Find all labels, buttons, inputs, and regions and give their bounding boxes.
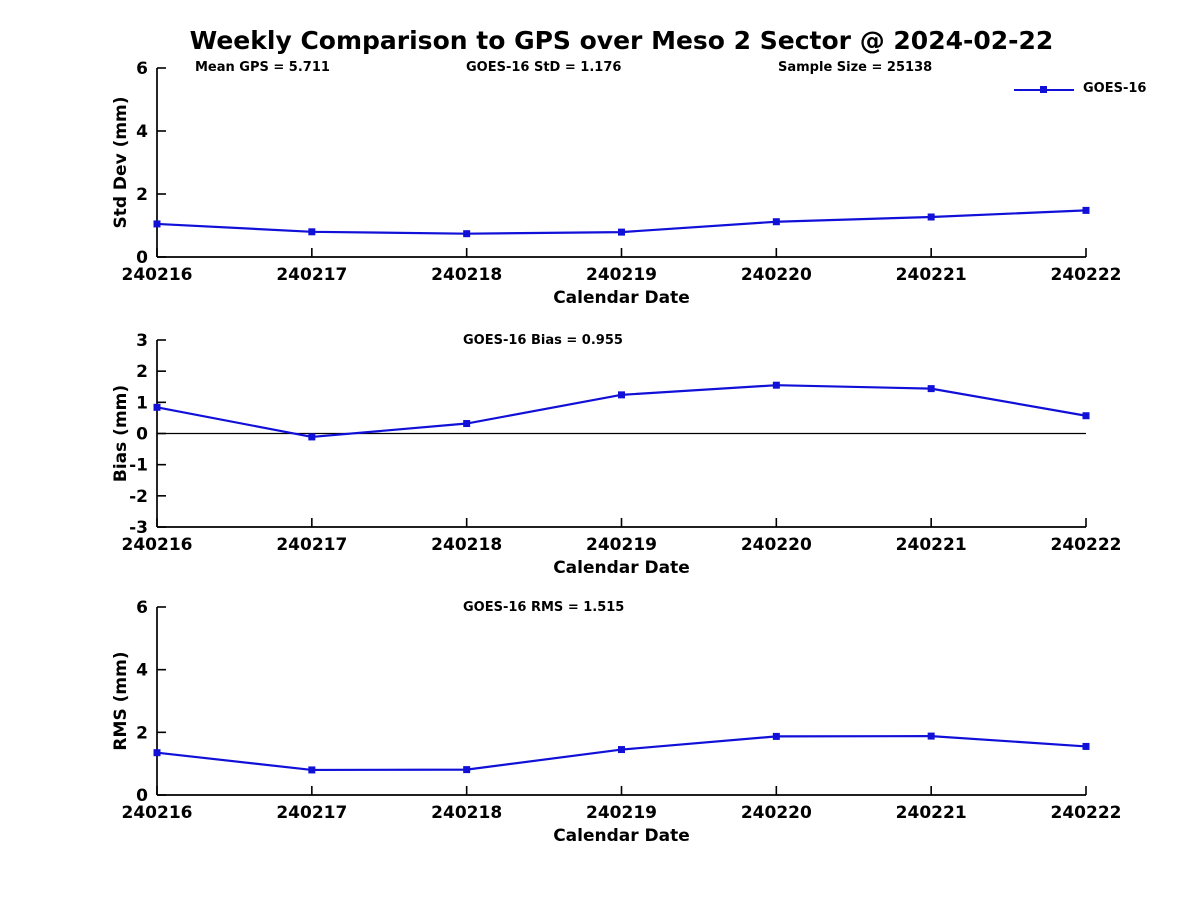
chart-panel-bias: -3 -2 -1 0 1 2 3 240216 240217 240218 240219 240220… bbox=[111, 331, 1122, 578]
panel-annotation: GOES-16 RMS = 1.515 bbox=[463, 600, 624, 615]
x-tick-label: 240222 bbox=[1051, 803, 1122, 823]
x-tick-label: 240217 bbox=[276, 535, 347, 555]
data-point bbox=[153, 220, 161, 228]
chart-panel-std-dev: 0 2 4 6 240216 240217 240218 240219 240220 240221… bbox=[111, 59, 1122, 308]
data-point bbox=[927, 732, 935, 740]
x-tick-label: 240218 bbox=[431, 803, 502, 823]
y-axis-label: RMS (mm) bbox=[111, 651, 131, 750]
data-point bbox=[1082, 412, 1090, 420]
legend: GOES-16 bbox=[1014, 82, 1146, 97]
x-tick-label: 240219 bbox=[586, 265, 657, 285]
x-tick-label: 240216 bbox=[122, 535, 193, 555]
x-tick-label: 240218 bbox=[431, 535, 502, 555]
x-tick-label: 240217 bbox=[276, 803, 347, 823]
x-tick-label: 240220 bbox=[741, 265, 812, 285]
legend-marker-icon bbox=[1040, 85, 1047, 93]
y-axis-label: Bias (mm) bbox=[111, 385, 131, 482]
stat-goes16-std: GOES-16 StD = 1.176 bbox=[466, 60, 622, 75]
data-point bbox=[153, 749, 161, 757]
data-point bbox=[463, 766, 471, 774]
legend-line-sample bbox=[1014, 85, 1074, 93]
data-point bbox=[927, 385, 935, 393]
legend-label: GOES-16 bbox=[1083, 81, 1147, 96]
x-tick-label: 240217 bbox=[276, 265, 347, 285]
y-tick-label: 2 bbox=[136, 185, 148, 205]
data-point bbox=[618, 391, 625, 399]
x-tick-label: 240218 bbox=[431, 265, 502, 285]
y-tick-label: -2 bbox=[129, 487, 148, 507]
x-axis-label: Calendar Date bbox=[553, 558, 690, 578]
y-tick-label: 2 bbox=[136, 362, 148, 382]
y-tick-label: -1 bbox=[129, 456, 148, 476]
data-point bbox=[153, 403, 161, 411]
x-tick-label: 240221 bbox=[896, 803, 967, 823]
y-tick-label: 4 bbox=[136, 122, 148, 142]
data-point bbox=[772, 732, 780, 740]
y-tick-label: 4 bbox=[136, 661, 148, 681]
x-tick-label: 240220 bbox=[741, 803, 812, 823]
y-tick-label: -3 bbox=[129, 518, 148, 538]
chart-panel-rms: 0 2 4 6 240216 240217 240218 240219 240220 240221… bbox=[111, 598, 1122, 846]
data-point bbox=[772, 218, 780, 226]
y-tick-label: 6 bbox=[136, 59, 148, 79]
stat-sample-size: Sample Size = 25138 bbox=[778, 60, 933, 75]
x-tick-label: 240219 bbox=[586, 535, 657, 555]
x-tick-label: 240222 bbox=[1051, 265, 1122, 285]
data-point bbox=[308, 766, 316, 774]
data-point bbox=[463, 230, 471, 238]
x-tick-label: 240219 bbox=[586, 803, 657, 823]
x-tick-label: 240216 bbox=[122, 265, 193, 285]
y-tick-label: 0 bbox=[136, 425, 148, 445]
x-axis-label: Calendar Date bbox=[553, 826, 690, 846]
panel-annotation: GOES-16 Bias = 0.955 bbox=[463, 333, 623, 348]
stat-mean-gps: Mean GPS = 5.711 bbox=[195, 60, 330, 75]
y-tick-label: 0 bbox=[136, 248, 148, 268]
y-tick-label: 3 bbox=[136, 331, 148, 351]
y-tick-label: 6 bbox=[136, 598, 148, 618]
x-tick-label: 240221 bbox=[896, 535, 967, 555]
data-point bbox=[618, 228, 625, 236]
y-tick-label: 0 bbox=[136, 786, 148, 806]
data-point bbox=[1082, 206, 1090, 214]
data-point bbox=[772, 381, 780, 389]
data-point bbox=[463, 420, 471, 428]
y-tick-label: 1 bbox=[136, 393, 148, 413]
x-tick-label: 240221 bbox=[896, 265, 967, 285]
x-tick-label: 240220 bbox=[741, 535, 812, 555]
x-tick-label: 240222 bbox=[1051, 535, 1122, 555]
data-point bbox=[1082, 742, 1090, 750]
x-axis-label: Calendar Date bbox=[553, 288, 690, 308]
figure-title: Weekly Comparison to GPS over Meso 2 Sec… bbox=[189, 26, 1054, 55]
data-point bbox=[308, 228, 316, 236]
data-point bbox=[618, 746, 625, 754]
data-point bbox=[308, 433, 316, 441]
x-tick-label: 240216 bbox=[122, 803, 193, 823]
y-axis-label: Std Dev (mm) bbox=[111, 96, 131, 228]
y-tick-label: 2 bbox=[136, 723, 148, 743]
data-point bbox=[927, 213, 935, 221]
